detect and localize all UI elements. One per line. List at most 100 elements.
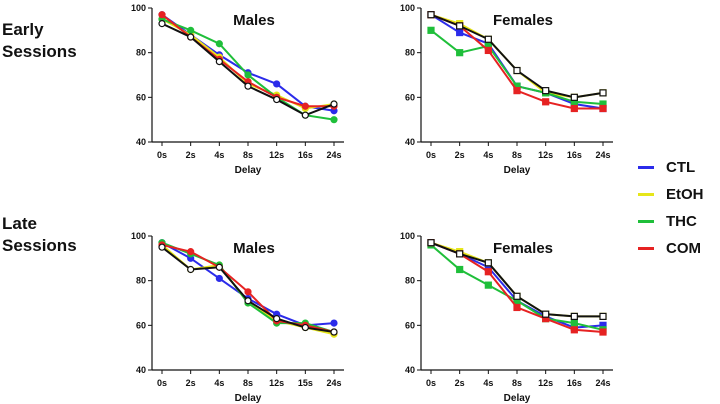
x-tick-label: 12s bbox=[269, 378, 284, 388]
row-label-late: Late Sessions bbox=[2, 213, 77, 257]
data-point-com bbox=[513, 303, 521, 312]
data-point-combined bbox=[301, 111, 309, 119]
row-label-early-line1: Early bbox=[2, 20, 44, 39]
data-point-combined bbox=[456, 250, 464, 258]
data-point-thc bbox=[456, 265, 464, 274]
data-point-combined bbox=[599, 89, 607, 97]
x-tick-label: 8s bbox=[243, 378, 253, 388]
data-point-thc bbox=[215, 40, 223, 48]
x-tick-label: 12s bbox=[538, 150, 553, 160]
x-tick-label: 4s bbox=[214, 378, 224, 388]
chart-late-females: 40 60 80 100 0s 2s 4s 8s 12s 16s 24s Delay Females bbox=[400, 231, 613, 404]
x-tick-label: 24s bbox=[326, 378, 341, 388]
x-tick-label: 15s bbox=[298, 378, 313, 388]
legend-swatch-ctl bbox=[638, 165, 654, 169]
y-tick-label: 80 bbox=[405, 276, 415, 286]
data-point-combined bbox=[484, 35, 492, 43]
x-axis-label: Delay bbox=[235, 393, 262, 404]
x-tick-label: 24s bbox=[326, 150, 341, 160]
x-axis-label: Delay bbox=[504, 165, 531, 176]
legend-label-com: COM bbox=[666, 239, 701, 257]
chart-title: Males bbox=[233, 240, 275, 257]
legend-label-thc: THC bbox=[666, 212, 697, 230]
data-point-combined bbox=[158, 243, 166, 251]
data-point-com bbox=[158, 11, 166, 19]
data-point-combined bbox=[215, 57, 223, 66]
x-tick-label: 12s bbox=[538, 378, 553, 388]
legend-item-com: COM bbox=[638, 236, 704, 260]
x-tick-label: 4s bbox=[483, 150, 493, 160]
y-tick-label: 80 bbox=[405, 48, 415, 58]
x-tick-label: 0s bbox=[426, 378, 436, 388]
data-point-combined bbox=[187, 265, 195, 274]
x-tick-label: 16s bbox=[567, 150, 582, 160]
data-point-com bbox=[187, 248, 195, 256]
data-point-combined bbox=[187, 33, 195, 41]
chart-title: Females bbox=[493, 240, 553, 257]
series-line-etoh bbox=[161, 18, 335, 110]
data-point-combined bbox=[273, 315, 281, 323]
data-point-thc bbox=[427, 26, 435, 34]
data-point-combined bbox=[301, 323, 309, 332]
data-point-com bbox=[599, 104, 607, 113]
data-point-combined bbox=[427, 239, 435, 247]
data-point-combined bbox=[513, 66, 521, 75]
legend-item-thc: THC bbox=[638, 209, 704, 233]
chart-early-females: 40 60 80 100 0s 2s 4s 8s 12s 16s 24s Delay Females bbox=[400, 3, 613, 176]
y-tick-label: 60 bbox=[136, 92, 146, 102]
x-tick-label: 8s bbox=[243, 150, 253, 160]
x-tick-label: 4s bbox=[214, 150, 224, 160]
y-tick-label: 40 bbox=[405, 365, 415, 375]
row-label-early-line2: Sessions bbox=[2, 42, 77, 61]
legend-label-ctl: CTL bbox=[666, 158, 696, 176]
legend-item-ctl: CTL bbox=[638, 155, 704, 179]
data-point-com bbox=[484, 46, 492, 55]
x-tick-label: 2s bbox=[186, 150, 196, 160]
data-point-combined bbox=[215, 263, 223, 271]
data-point-ctl bbox=[456, 28, 464, 37]
x-tick-label: 24s bbox=[595, 150, 610, 160]
data-point-combined bbox=[456, 22, 464, 30]
data-point-ctl bbox=[330, 319, 338, 327]
x-tick-label: 12s bbox=[269, 150, 284, 160]
y-tick-label: 100 bbox=[131, 3, 146, 13]
y-tick-label: 100 bbox=[131, 231, 146, 241]
data-point-thc bbox=[330, 116, 338, 124]
legend-swatch-thc bbox=[638, 219, 654, 223]
x-tick-label: 8s bbox=[512, 378, 522, 388]
data-point-combined bbox=[244, 82, 252, 90]
y-tick-label: 40 bbox=[405, 137, 415, 147]
data-point-thc bbox=[484, 281, 492, 289]
data-point-combined bbox=[330, 100, 338, 108]
y-tick-label: 60 bbox=[136, 320, 146, 330]
y-tick-label: 60 bbox=[405, 92, 415, 102]
legend-item-etoh: EtOH bbox=[638, 182, 704, 206]
y-tick-label: 60 bbox=[405, 320, 415, 330]
x-tick-label: 0s bbox=[157, 150, 167, 160]
data-point-com bbox=[570, 326, 578, 334]
x-tick-label: 24s bbox=[595, 378, 610, 388]
data-point-com bbox=[244, 288, 252, 296]
legend-label-etoh: EtOH bbox=[666, 185, 704, 203]
data-point-combined bbox=[484, 259, 492, 267]
data-point-combined bbox=[570, 93, 578, 101]
data-point-combined bbox=[244, 297, 252, 305]
data-point-combined bbox=[330, 328, 338, 336]
data-point-combined bbox=[570, 312, 578, 321]
x-tick-label: 8s bbox=[512, 150, 522, 160]
data-point-combined bbox=[513, 292, 521, 300]
x-tick-label: 0s bbox=[157, 378, 167, 388]
legend: CTL EtOH THC COM bbox=[638, 155, 704, 263]
x-tick-label: 2s bbox=[186, 378, 196, 388]
data-point-com bbox=[513, 87, 521, 95]
data-point-combined bbox=[542, 310, 550, 318]
row-label-late-line2: Sessions bbox=[2, 236, 77, 255]
data-point-thc bbox=[187, 26, 195, 34]
x-tick-label: 16s bbox=[298, 150, 313, 160]
x-axis-label: Delay bbox=[235, 165, 262, 176]
data-point-thc bbox=[244, 71, 252, 79]
y-tick-label: 40 bbox=[136, 365, 146, 375]
data-point-com bbox=[570, 104, 578, 113]
chart-title: Females bbox=[493, 12, 553, 29]
data-point-com bbox=[301, 102, 309, 110]
